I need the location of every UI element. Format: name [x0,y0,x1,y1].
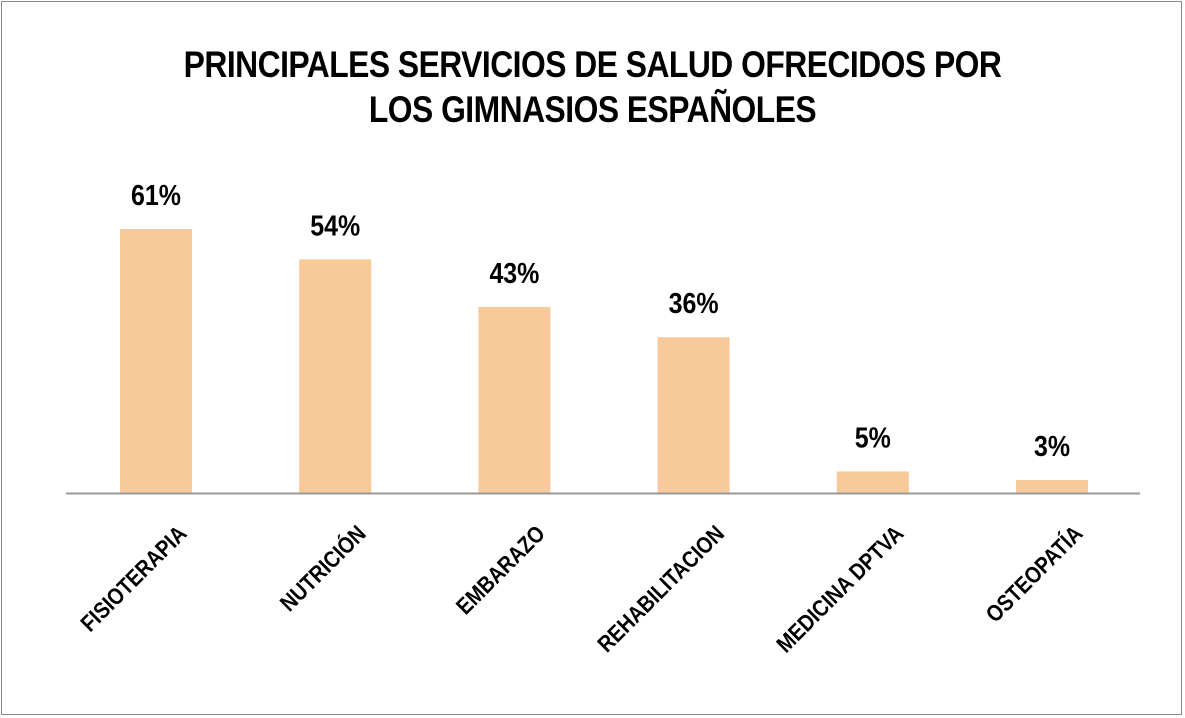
data-labels-group: 61% 54% 43% 36% 5% 3% [131,179,1070,462]
category-label-nutricion: NUTRICIÓN [274,520,371,617]
bar-medicina-dptva [836,471,909,493]
data-label-osteopatia: 3% [1034,430,1070,462]
bar-embarazo [478,306,551,493]
bar-fisioterapia [120,229,192,493]
chart-title-line-1: PRINCIPALES SERVICIOS DE SALUD OFRECIDOS… [183,44,1002,85]
bars-group [120,229,1088,493]
data-label-medicina-dptva: 5% [855,422,891,454]
data-label-nutricion: 54% [310,210,360,242]
chart-title-line-2: LOS GIMNASIOS ESPAÑOLES [368,89,817,130]
chart-title: PRINCIPALES SERVICIOS DE SALUD OFRECIDOS… [83,42,1102,132]
category-label-rehabilitacion: REHABILITACION [593,521,730,658]
bar-osteopatia [1016,480,1088,493]
category-labels-group: FISIOTERAPIA NUTRICIÓN EMBARAZO REHABILITAC… [76,520,1088,658]
data-label-fisioterapia: 61% [131,179,181,211]
category-label-medicina-dptva: MEDICINA DPTVA [772,521,909,658]
category-label-embarazo: EMBARAZO [451,521,550,620]
category-label-fisioterapia: FISIOTERAPIA [76,521,192,637]
bar-nutricion [299,259,372,493]
data-label-rehabilitacion: 36% [669,287,719,319]
data-label-embarazo: 43% [489,257,539,289]
category-label-osteopatia: OSTEOPATÍA [980,520,1088,628]
bar-rehabilitacion [657,337,730,493]
